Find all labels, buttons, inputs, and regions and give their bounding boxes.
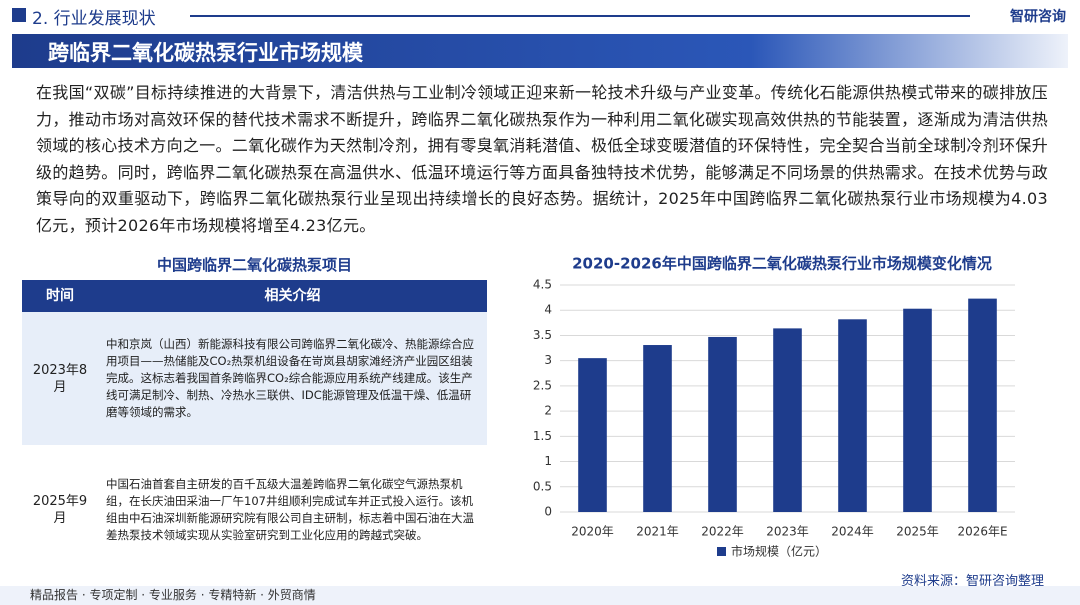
x-tick-label: 2024年 <box>831 525 874 539</box>
x-tick-label: 2026年E <box>957 525 1007 539</box>
cell: 中和京岚（山西）新能源科技有限公司跨临界二氧化碳冷、热能源综合应用项目——热储能… <box>98 312 487 445</box>
bar <box>838 319 867 512</box>
y-tick-label: 4.5 <box>533 278 552 292</box>
y-tick-label: 3 <box>544 353 552 367</box>
legend-label: 市场规模（亿元） <box>731 544 827 559</box>
bar <box>643 345 672 512</box>
bar <box>578 358 607 512</box>
bar <box>708 336 737 512</box>
y-tick-label: 1 <box>544 454 552 468</box>
bar <box>968 298 997 512</box>
cell: 2025年9月 <box>22 445 98 575</box>
header-rule <box>190 15 970 17</box>
bar <box>773 328 802 512</box>
x-tick-label: 2021年 <box>636 525 679 539</box>
y-tick-label: 2 <box>544 404 552 418</box>
column-header: 相关介绍 <box>98 280 487 312</box>
y-tick-label: 1.5 <box>533 429 552 443</box>
table: 时间 相关介绍 2023年8月 中和京岚（山西）新能源科技有限公司跨临界二氧化碳冷、… <box>22 280 487 575</box>
source: 资料来源：智研咨询整理 <box>900 574 1044 589</box>
page-title: 跨临界二氧化碳热泵行业市场规模 <box>48 41 363 65</box>
column-header: 时间 <box>22 280 98 312</box>
y-tick-label: 0 <box>544 505 552 519</box>
logo: 智研咨询 <box>1010 9 1066 25</box>
x-tick-label: 2022年 <box>701 525 744 539</box>
y-tick-label: 4 <box>544 303 552 317</box>
paragraph: 在我国“双碳”目标持续推进的大背景下，清洁供热与工业制冷领域正迎来新一轮技术升级… <box>36 83 1048 235</box>
x-tick-label: 2020年 <box>571 525 614 539</box>
section-icon <box>12 8 26 22</box>
chart: 2020-2026年中国跨临界二氧化碳热泵行业市场规模变化情况 0 0.5 1 1.5… <box>533 255 1015 559</box>
cell: 中国石油首套自主研发的百千瓦级大温差跨临界二氧化碳空气源热泵机组，在长庆油田采油… <box>98 445 487 575</box>
x-tick-label: 2025年 <box>896 525 939 539</box>
table-title: 中国跨临界二氧化碳热泵项目 <box>156 256 352 274</box>
chart-title: 2020-2026年中国跨临界二氧化碳热泵行业市场规模变化情况 <box>572 255 992 273</box>
legend-swatch <box>717 547 726 556</box>
y-tick-label: 2.5 <box>533 378 552 392</box>
x-tick-label: 2023年 <box>766 525 809 539</box>
bar <box>903 308 932 512</box>
title-banner <box>12 34 1068 68</box>
footer: 精品报告 · 专项定制 · 专业服务 · 专精特新 · 外贸商情 <box>0 586 1080 605</box>
cell: 2023年8月 <box>22 312 98 445</box>
section-label: 2. 行业发展现状 <box>32 9 156 29</box>
y-tick-label: 0.5 <box>533 479 552 493</box>
y-tick-label: 3.5 <box>533 328 552 342</box>
